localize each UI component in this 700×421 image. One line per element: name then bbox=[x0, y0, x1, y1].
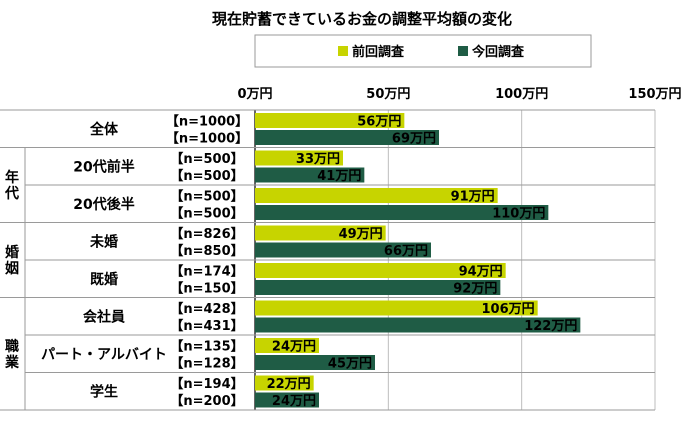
bar bbox=[255, 375, 314, 391]
sample-size-label: 【n=500】 bbox=[170, 151, 243, 167]
data-label: 45万円 bbox=[328, 357, 372, 372]
legend: 前回調査 今回調査 bbox=[254, 34, 592, 68]
bar bbox=[255, 167, 365, 183]
legend-swatch-current bbox=[458, 46, 468, 56]
data-label: 22万円 bbox=[267, 377, 311, 392]
data-label: 49万円 bbox=[339, 227, 383, 242]
bar bbox=[255, 205, 549, 220]
data-label: 41万円 bbox=[317, 169, 361, 184]
data-label: 24万円 bbox=[272, 340, 316, 355]
sample-size-label: 【n=128】 bbox=[170, 356, 243, 372]
bar bbox=[255, 280, 501, 295]
x-axis-ticks: 0万円 50万円 100万円 150万円 bbox=[237, 87, 681, 102]
sample-size-label: 【n=826】 bbox=[170, 226, 243, 242]
data-label: 24万円 bbox=[272, 394, 316, 409]
bar bbox=[255, 317, 581, 333]
bar bbox=[255, 338, 319, 353]
category-label: 20代前半 bbox=[73, 158, 134, 175]
group-label: 婚姻 bbox=[5, 244, 19, 277]
bar bbox=[255, 188, 498, 203]
category-label: パート・アルバイト bbox=[41, 347, 167, 363]
category-label: 未婚 bbox=[90, 233, 118, 250]
data-label: 66万円 bbox=[384, 244, 428, 259]
data-label: 94万円 bbox=[459, 265, 503, 280]
sample-size-label: 【n=500】 bbox=[170, 206, 243, 222]
category-frame bbox=[0, 109, 655, 411]
legend-label-previous: 前回調査 bbox=[352, 44, 405, 60]
bar bbox=[255, 300, 538, 316]
x-tick-label: 150万円 bbox=[628, 87, 681, 102]
bar bbox=[255, 225, 386, 241]
sample-size-label: 【n=431】 bbox=[170, 318, 243, 334]
category-label: 既婚 bbox=[90, 271, 118, 288]
bar bbox=[255, 130, 439, 145]
legend-box bbox=[254, 34, 592, 68]
data-label: 69万円 bbox=[392, 132, 436, 147]
group-label: 年代 bbox=[4, 169, 19, 202]
x-tick-label: 100万円 bbox=[495, 87, 548, 102]
x-tick-label: 50万円 bbox=[366, 87, 410, 102]
legend-label-current: 今回調査 bbox=[471, 44, 525, 60]
bar bbox=[255, 263, 506, 278]
sample-size-label: 【n=135】 bbox=[170, 339, 243, 355]
sample-size-label: 【n=1000】 bbox=[166, 114, 248, 130]
sample-size-label: 【n=428】 bbox=[170, 301, 243, 317]
data-label: 110万円 bbox=[492, 207, 545, 222]
sample-size-label: 【n=150】 bbox=[170, 281, 243, 297]
category-label: 会社員 bbox=[83, 308, 125, 325]
sample-size-label: 【n=500】 bbox=[170, 168, 243, 184]
sample-size-label: 【n=174】 bbox=[170, 264, 243, 280]
data-label: 106万円 bbox=[482, 302, 535, 317]
x-tick-label: 0万円 bbox=[237, 87, 272, 102]
bar bbox=[255, 392, 319, 408]
sample-size-label: 【n=500】 bbox=[170, 189, 243, 205]
data-label: 92万円 bbox=[453, 282, 497, 297]
sample-size-label: 【n=850】 bbox=[170, 243, 243, 259]
sample-size-label: 【n=194】 bbox=[170, 376, 243, 392]
data-label: 91万円 bbox=[451, 190, 495, 205]
data-label: 122万円 bbox=[524, 319, 577, 334]
bar bbox=[255, 355, 375, 370]
sample-size-label: 【n=200】 bbox=[170, 393, 243, 409]
chart-title: 現在貯蓄できているお金の調整平均額の変化 bbox=[212, 10, 512, 28]
data-label: 33万円 bbox=[296, 152, 340, 167]
sample-size-label: 【n=1000】 bbox=[166, 131, 248, 147]
group-label: 職業 bbox=[4, 338, 20, 371]
category-label: 20代後半 bbox=[73, 196, 134, 213]
bar bbox=[255, 242, 431, 258]
bar bbox=[255, 113, 405, 128]
category-label: 学生 bbox=[90, 383, 118, 400]
data-label: 56万円 bbox=[357, 115, 401, 130]
legend-swatch-previous bbox=[338, 46, 348, 56]
category-label: 全体 bbox=[89, 121, 119, 138]
bar bbox=[255, 150, 343, 166]
